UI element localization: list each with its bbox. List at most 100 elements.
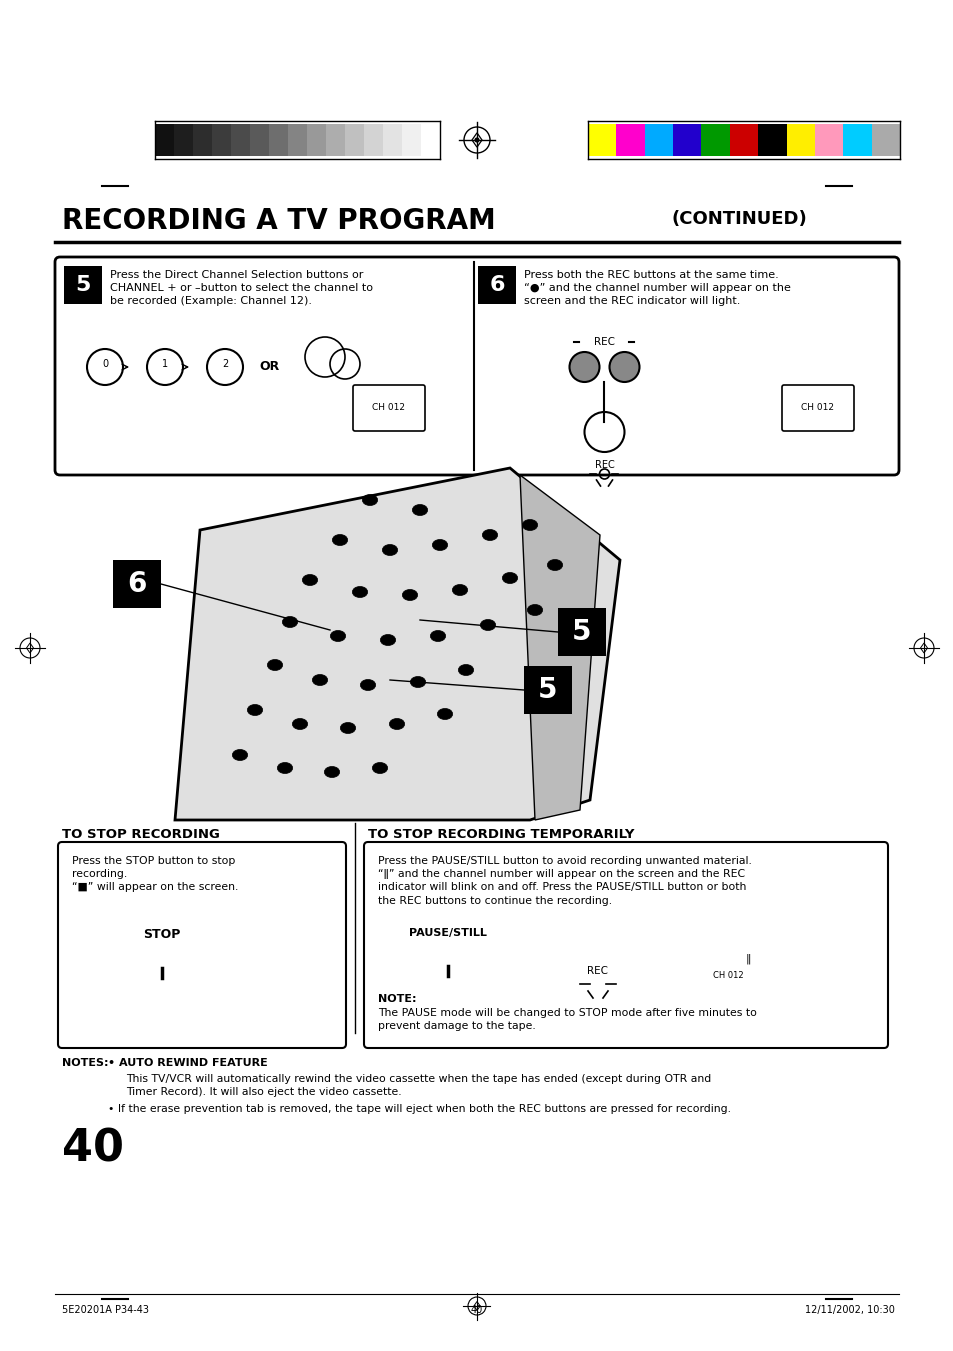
Text: REC: REC — [594, 459, 614, 470]
Text: 2: 2 — [222, 359, 228, 369]
Bar — [269, 124, 288, 155]
Ellipse shape — [324, 766, 339, 778]
Text: TO STOP RECORDING TEMPORARILY: TO STOP RECORDING TEMPORARILY — [368, 828, 634, 842]
Ellipse shape — [330, 631, 345, 642]
Text: OR: OR — [259, 361, 280, 373]
Ellipse shape — [432, 539, 447, 550]
Bar — [673, 124, 700, 155]
Ellipse shape — [312, 674, 327, 685]
Bar — [250, 124, 269, 155]
Text: 5: 5 — [75, 276, 91, 295]
Bar — [644, 124, 673, 155]
Bar — [231, 124, 250, 155]
Text: The PAUSE mode will be changed to STOP mode after five minutes to
prevent damage: The PAUSE mode will be changed to STOP m… — [377, 1008, 756, 1031]
FancyBboxPatch shape — [781, 385, 853, 431]
Text: RECORDING A TV PROGRAM: RECORDING A TV PROGRAM — [62, 207, 496, 235]
Bar — [758, 124, 785, 155]
Text: NOTES:: NOTES: — [62, 1058, 109, 1069]
Bar — [326, 124, 345, 155]
Bar — [154, 124, 173, 155]
Text: PAUSE/STILL: PAUSE/STILL — [409, 928, 486, 938]
Text: Press the PAUSE/STILL button to avoid recording unwanted material.
“ǁ” and the c: Press the PAUSE/STILL button to avoid re… — [377, 857, 751, 905]
Circle shape — [474, 138, 479, 143]
Text: REC: REC — [587, 966, 608, 975]
Ellipse shape — [340, 723, 355, 734]
Ellipse shape — [277, 762, 293, 774]
Bar — [814, 124, 842, 155]
FancyBboxPatch shape — [58, 842, 346, 1048]
Bar — [785, 124, 814, 155]
Polygon shape — [174, 467, 619, 820]
Ellipse shape — [233, 750, 248, 761]
Ellipse shape — [389, 719, 404, 730]
Ellipse shape — [247, 704, 262, 716]
Ellipse shape — [372, 762, 387, 774]
Bar — [478, 266, 516, 304]
Ellipse shape — [452, 585, 467, 596]
Text: 12/11/2002, 10:30: 12/11/2002, 10:30 — [804, 1305, 894, 1315]
Ellipse shape — [267, 659, 282, 670]
Ellipse shape — [402, 589, 417, 601]
Bar — [193, 124, 212, 155]
Text: NOTE:: NOTE: — [377, 994, 416, 1004]
Text: • AUTO REWIND FEATURE: • AUTO REWIND FEATURE — [108, 1058, 268, 1069]
Ellipse shape — [430, 631, 445, 642]
Bar — [64, 266, 102, 304]
Circle shape — [147, 349, 183, 385]
Text: CH 012: CH 012 — [712, 971, 742, 979]
Bar — [382, 124, 401, 155]
Text: 1: 1 — [162, 359, 168, 369]
FancyBboxPatch shape — [364, 842, 887, 1048]
Circle shape — [609, 353, 639, 382]
Ellipse shape — [527, 604, 542, 616]
Bar — [587, 124, 616, 155]
Text: This TV/VCR will automatically rewind the video cassette when the tape has ended: This TV/VCR will automatically rewind th… — [126, 1074, 711, 1097]
Bar — [871, 124, 899, 155]
Text: 6: 6 — [127, 570, 147, 598]
Text: 6: 6 — [489, 276, 505, 295]
Text: CH 012: CH 012 — [372, 404, 405, 412]
Ellipse shape — [382, 544, 397, 555]
Ellipse shape — [457, 665, 473, 676]
Text: 40: 40 — [62, 1128, 124, 1171]
Polygon shape — [519, 476, 599, 820]
Ellipse shape — [482, 530, 497, 540]
Ellipse shape — [410, 677, 425, 688]
Bar — [364, 124, 382, 155]
Bar — [729, 124, 758, 155]
Text: TO STOP RECORDING: TO STOP RECORDING — [62, 828, 219, 842]
Text: STOP: STOP — [143, 928, 180, 942]
Bar — [288, 124, 307, 155]
Bar — [112, 561, 161, 608]
Ellipse shape — [302, 574, 317, 585]
Text: • If the erase prevention tab is removed, the tape will eject when both the REC : • If the erase prevention tab is removed… — [108, 1104, 730, 1115]
Circle shape — [207, 349, 243, 385]
Text: Press the Direct Channel Selection buttons or
CHANNEL + or –button to select the: Press the Direct Channel Selection butto… — [110, 270, 373, 307]
Bar — [420, 124, 439, 155]
Text: 0: 0 — [102, 359, 108, 369]
FancyBboxPatch shape — [675, 943, 781, 1024]
FancyBboxPatch shape — [423, 944, 472, 969]
Ellipse shape — [352, 586, 367, 597]
Circle shape — [569, 353, 598, 382]
Ellipse shape — [360, 680, 375, 690]
Ellipse shape — [292, 719, 307, 730]
Bar — [173, 124, 193, 155]
Bar — [842, 124, 871, 155]
Text: 40: 40 — [471, 1305, 482, 1315]
FancyBboxPatch shape — [199, 958, 305, 1034]
FancyBboxPatch shape — [55, 257, 898, 476]
Ellipse shape — [436, 708, 452, 720]
Text: 5: 5 — [537, 676, 558, 704]
Text: Press the STOP button to stop
recording.
“■” will appear on the screen.: Press the STOP button to stop recording.… — [71, 857, 238, 893]
Ellipse shape — [332, 535, 347, 546]
Bar — [345, 124, 364, 155]
Text: 5: 5 — [572, 617, 591, 646]
Bar — [616, 124, 644, 155]
Text: REC: REC — [594, 336, 615, 347]
Bar — [558, 608, 605, 657]
Ellipse shape — [522, 520, 537, 531]
Ellipse shape — [362, 494, 377, 505]
FancyBboxPatch shape — [353, 385, 424, 431]
Ellipse shape — [412, 504, 427, 516]
